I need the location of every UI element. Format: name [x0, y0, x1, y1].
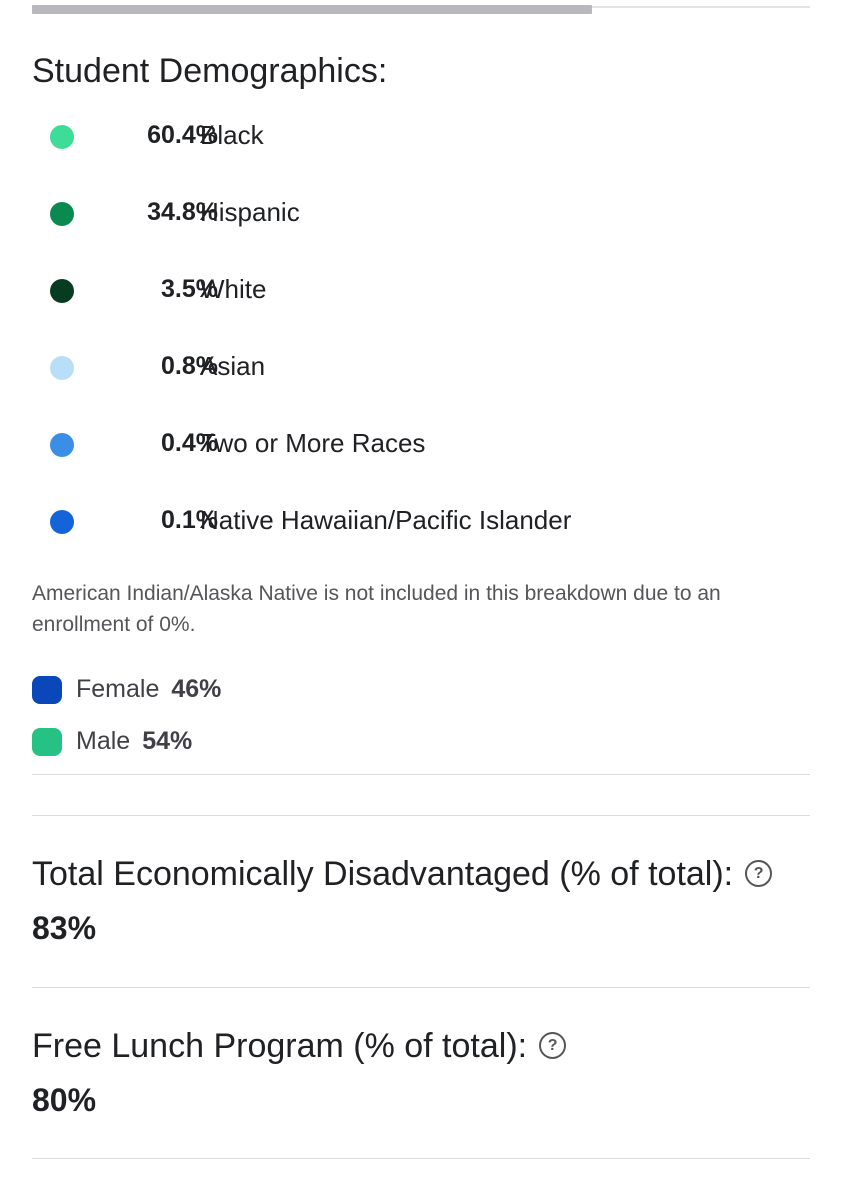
demographic-item: 0.4% Two or More Races — [50, 424, 770, 464]
demographic-item: 60.4% Black — [50, 116, 770, 156]
help-circle-icon[interactable]: ? — [745, 859, 773, 887]
demographic-percent: 60.4% — [147, 121, 218, 149]
demographic-percent: 3.5% — [161, 275, 218, 303]
demographic-label: Asian — [200, 351, 266, 381]
gender-label: Female — [76, 675, 160, 703]
econ-disadvantaged-value: 83% — [32, 910, 97, 946]
gender-label: Male — [76, 727, 131, 755]
free-lunch-value: 80% — [32, 1082, 97, 1118]
demographic-item: 0.8% Asian — [50, 347, 770, 387]
gender-value: 54% — [142, 727, 193, 755]
legend-dot — [50, 125, 74, 149]
demographic-item: 34.8% Hispanic — [50, 193, 770, 233]
legend-dot — [50, 510, 74, 534]
demographic-label: Black — [200, 120, 264, 150]
divider — [32, 815, 810, 816]
legend-swatch — [32, 728, 62, 756]
demographic-label: Native Hawaiian/Pacific Islander — [200, 505, 572, 535]
gender-label-wrap: Male 54% — [76, 727, 192, 756]
gender-value: 46% — [171, 675, 222, 703]
legend-dot — [50, 202, 74, 226]
legend-dot — [50, 433, 74, 457]
divider — [32, 1158, 810, 1159]
free-lunch-label: Free Lunch Program (% of total): — [32, 1027, 528, 1065]
gender-label-wrap: Female 46% — [76, 675, 221, 704]
demographic-label: White — [200, 274, 267, 304]
demographic-percent: 0.8% — [161, 352, 218, 380]
demographics-footnote: American Indian/Alaska Native is not inc… — [32, 582, 721, 636]
legend-dot — [50, 279, 74, 303]
demographic-label: Hispanic — [200, 197, 300, 227]
legend-dot — [50, 356, 74, 380]
gender-item-female: Female 46% — [32, 674, 432, 708]
legend-swatch — [32, 676, 62, 704]
demographic-item: 0.1% Native Hawaiian/Pacific Islander — [50, 501, 770, 541]
help-circle-icon[interactable]: ? — [539, 1031, 567, 1059]
demographic-label: Two or More Races — [200, 428, 426, 458]
demographic-item: 3.5% White — [50, 270, 770, 310]
econ-disadvantaged-label: Total Economically Disadvantaged (% of t… — [32, 855, 734, 893]
divider — [32, 987, 810, 988]
gender-item-male: Male 54% — [32, 726, 432, 760]
demographic-percent: 34.8% — [147, 198, 218, 226]
free-lunch-title: Free Lunch Program (% of total):? — [32, 1027, 567, 1066]
demographic-percent: 0.1% — [161, 506, 218, 534]
divider — [32, 774, 810, 775]
demographic-percent: 0.4% — [161, 429, 218, 457]
econ-disadvantaged-title: Total Economically Disadvantaged (% of t… — [32, 855, 773, 894]
section-title-demographics: Student Demographics: — [32, 52, 388, 90]
progress-bar-fill — [32, 5, 592, 14]
